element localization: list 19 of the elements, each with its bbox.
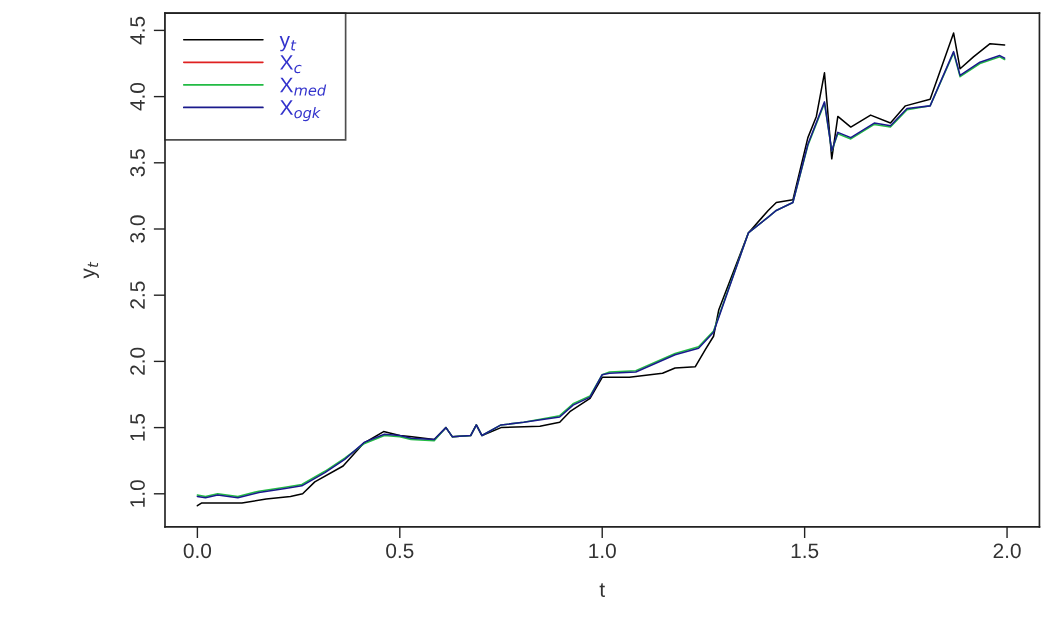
y-tick-label: 4.0 <box>130 82 145 111</box>
y-tick-label: 1.5 <box>130 413 145 441</box>
y-tick-label: 3.0 <box>130 215 145 243</box>
y-axis-title: y$_{t}$ <box>83 261 99 279</box>
y-tick-label: 2.0 <box>130 347 145 375</box>
y-tick-label: 3.5 <box>130 149 145 177</box>
legend-label: X$_{ogk}$ <box>280 100 321 122</box>
y-tick-label: 1.0 <box>130 480 145 507</box>
y-tick-label: 2.5 <box>130 281 145 309</box>
legend-label: y$_{t}$ <box>279 35 297 52</box>
x-axis-title: t <box>599 583 605 597</box>
y-tick-label: 4.5 <box>130 16 145 45</box>
x-tick-label: 1.5 <box>791 543 819 559</box>
x-tick-label: 0.0 <box>183 543 212 559</box>
x-tick-label: 1.0 <box>589 543 616 559</box>
x-tick-label: 2.0 <box>993 543 1021 559</box>
x-tick-label: 0.5 <box>386 543 414 559</box>
legend-label: X$_{med}$ <box>280 77 327 96</box>
legend-label: X$_{c}$ <box>280 55 302 74</box>
